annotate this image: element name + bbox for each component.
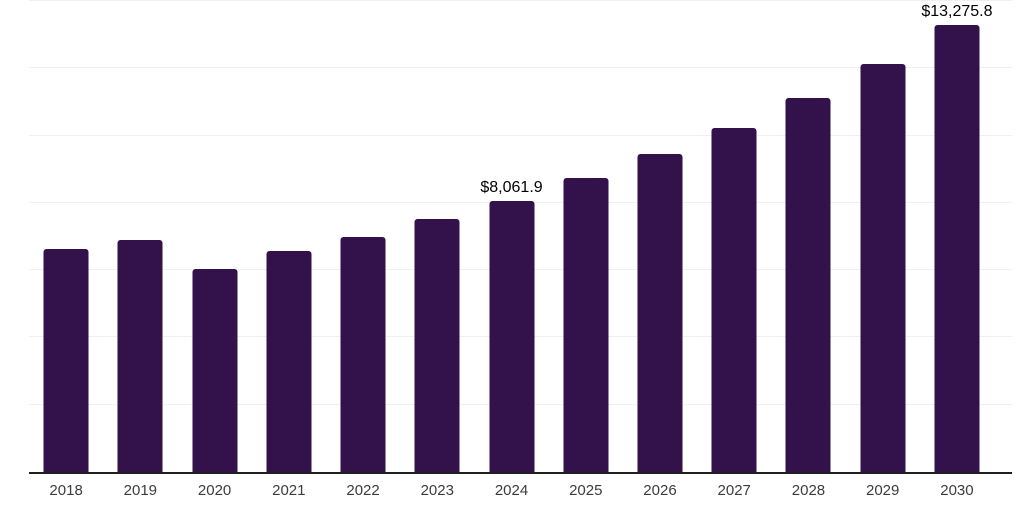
bar-slot-2027 bbox=[697, 1, 771, 472]
bar-slot-2019 bbox=[103, 1, 177, 472]
bar-slot-2030: $13,275.8 bbox=[920, 1, 994, 472]
bar-slot-2028 bbox=[771, 1, 845, 472]
bar-2023 bbox=[414, 218, 460, 472]
x-tick-label-2022: 2022 bbox=[346, 482, 380, 499]
bar-2028 bbox=[785, 97, 831, 472]
bar-slot-2029 bbox=[846, 1, 920, 472]
data-label-2024: $8,061.9 bbox=[480, 178, 543, 196]
x-tick-label-2018: 2018 bbox=[49, 482, 83, 499]
gridline bbox=[29, 0, 1012, 1]
x-tick-label-2027: 2027 bbox=[717, 482, 751, 499]
bar-slot-2020 bbox=[177, 1, 251, 472]
x-axis-labels: 2018 2019 2020 2021 2022 2023 2024 2025 2026 2027… bbox=[29, 481, 994, 501]
bar-2025 bbox=[563, 177, 609, 472]
x-tick-label-2030: 2030 bbox=[940, 482, 974, 499]
data-label-2030: $13,275.8 bbox=[921, 3, 993, 21]
bar-slot-2026 bbox=[623, 1, 697, 472]
gridline bbox=[29, 134, 1012, 136]
x-axis-line bbox=[29, 472, 1012, 474]
bar-slot-2018 bbox=[29, 1, 103, 472]
plot-area: $8,061.9 $13,275.8 bbox=[29, 0, 1012, 474]
bar-2024 bbox=[489, 200, 535, 472]
bar-slot-2025 bbox=[549, 1, 623, 472]
bar-2018 bbox=[43, 248, 89, 472]
x-tick-label-2023: 2023 bbox=[420, 482, 454, 499]
bars-row: $8,061.9 $13,275.8 bbox=[29, 1, 994, 472]
bar-2019 bbox=[117, 239, 163, 472]
x-tick-label-2025: 2025 bbox=[569, 482, 603, 499]
bar-slot-2023 bbox=[400, 1, 474, 472]
x-tick-label-2021: 2021 bbox=[272, 482, 306, 499]
x-tick-label-2024: 2024 bbox=[494, 482, 529, 499]
x-tick-label-2028: 2028 bbox=[791, 482, 826, 499]
bar-2020 bbox=[192, 269, 238, 472]
bar-2029 bbox=[860, 63, 906, 472]
x-tick-label-2029: 2029 bbox=[866, 482, 900, 499]
bar-slot-2021 bbox=[252, 1, 326, 472]
bar-slot-2024: $8,061.9 bbox=[474, 1, 548, 472]
x-tick-label-2019: 2019 bbox=[123, 482, 158, 499]
bar-2030 bbox=[934, 25, 980, 472]
x-tick-label-2026: 2026 bbox=[643, 482, 677, 499]
bar-2027 bbox=[711, 127, 757, 472]
bar-2026 bbox=[637, 153, 683, 472]
bar-2022 bbox=[340, 236, 386, 472]
bar-2021 bbox=[266, 250, 312, 472]
bar-slot-2022 bbox=[326, 1, 400, 472]
gridline bbox=[29, 67, 1012, 69]
x-tick-label-2020: 2020 bbox=[197, 482, 232, 499]
